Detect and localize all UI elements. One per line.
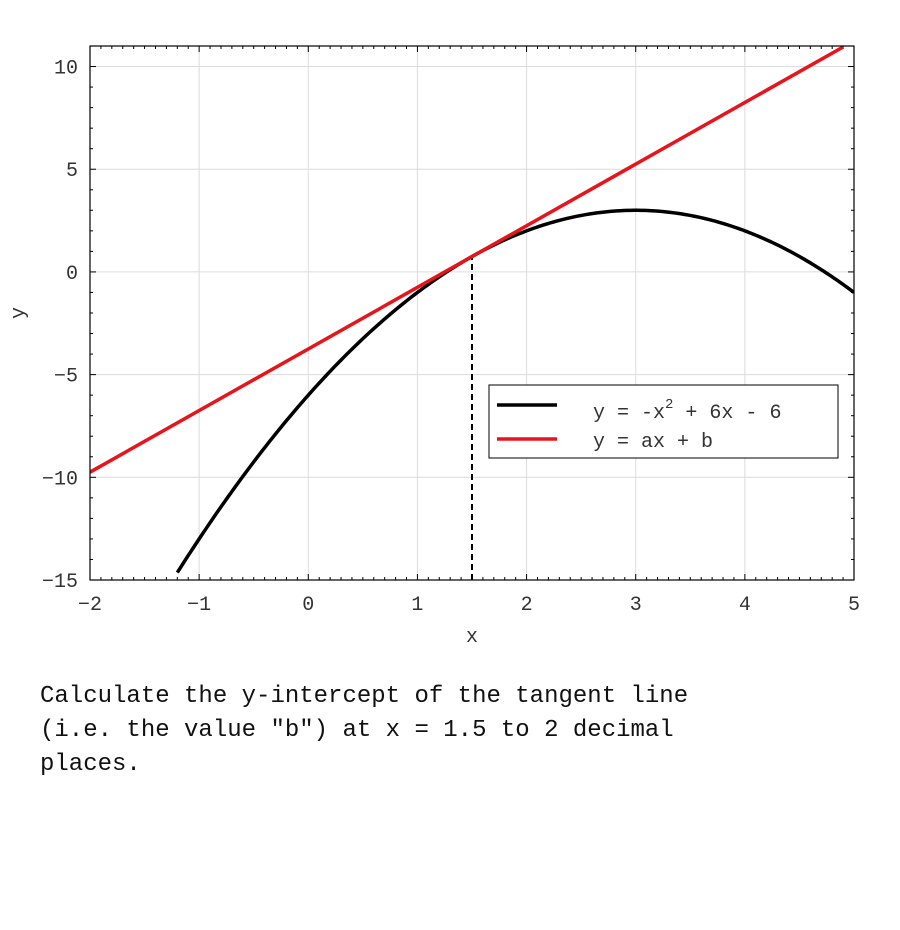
y-tick-label: 10 <box>54 58 78 81</box>
grid <box>89 46 855 581</box>
legend: y = -x2 + 6x - 6 y = ax + b <box>488 384 839 459</box>
x-axis-label: x <box>466 626 478 649</box>
legend-box <box>488 384 839 459</box>
x-tick-label: −2 <box>78 594 102 617</box>
y-tick-label: 5 <box>66 160 78 183</box>
legend-label-tangent: y = ax + b <box>593 431 713 454</box>
series-layer <box>90 46 854 580</box>
x-tick-label: 3 <box>630 594 642 617</box>
x-tick-label: 1 <box>411 594 423 617</box>
y-tick-label: −10 <box>42 468 78 491</box>
plot-border <box>89 45 855 581</box>
plot-frame <box>89 45 855 581</box>
y-axis-label: y <box>8 307 31 319</box>
x-tick-label: 0 <box>302 594 314 617</box>
x-tick-label: 4 <box>739 594 751 617</box>
legend-label-parabola: y = -x2 + 6x - 6 <box>593 397 781 425</box>
question-text: Calculate the y-intercept of the tangent… <box>40 683 689 778</box>
y-tick-label: −15 <box>42 571 78 594</box>
legend-label-parabola-exponent: 2 <box>665 397 673 413</box>
parabola-curve <box>175 208 854 574</box>
x-tick-label: −1 <box>187 594 211 617</box>
y-tick-label: −5 <box>54 366 78 389</box>
y-tick-label: 0 <box>66 263 78 286</box>
tangent-line <box>90 46 844 474</box>
x-tick-label: 2 <box>521 594 533 617</box>
legend-label-parabola-part1: y = -x <box>593 402 665 425</box>
legend-label-parabola-part2: + 6x - 6 <box>673 402 781 425</box>
x-tick-label: 5 <box>848 594 860 617</box>
